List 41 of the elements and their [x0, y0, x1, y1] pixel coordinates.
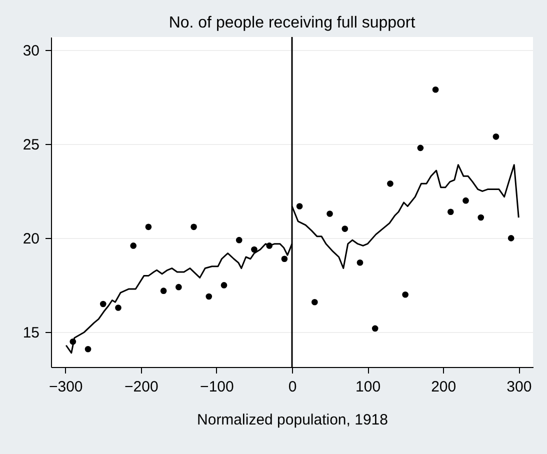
- x-tick-label: −300: [48, 378, 83, 396]
- point: [478, 214, 484, 221]
- point: [372, 325, 378, 332]
- point: [206, 293, 212, 300]
- point: [190, 224, 197, 230]
- x-tick-label: −200: [124, 378, 158, 396]
- y-tick-label: 15: [22, 324, 40, 342]
- point: [508, 235, 514, 242]
- point: [281, 256, 288, 262]
- x-tick-label: 200: [431, 378, 456, 396]
- point: [312, 298, 318, 306]
- point: [492, 134, 500, 140]
- point: [447, 208, 454, 216]
- point: [220, 282, 228, 288]
- x-axis-title: Normalized population, 1918: [197, 412, 388, 428]
- point: [326, 210, 333, 217]
- point: [236, 236, 242, 244]
- y-tick-label: 25: [22, 136, 40, 154]
- point: [100, 300, 106, 308]
- point: [432, 86, 439, 93]
- point: [115, 304, 122, 311]
- y-tick-label: 20: [22, 230, 40, 248]
- point: [402, 291, 408, 298]
- point: [145, 224, 152, 230]
- x-tick-label: 300: [506, 378, 532, 396]
- point: [417, 144, 424, 152]
- point: [130, 242, 137, 249]
- point: [462, 197, 469, 204]
- point: [251, 246, 258, 253]
- x-tick-label: 0: [288, 378, 297, 396]
- point: [160, 288, 167, 294]
- point: [296, 203, 303, 210]
- point: [387, 180, 394, 187]
- chart-title: No. of people receiving full support: [168, 14, 416, 32]
- point: [176, 284, 182, 290]
- x-tick-label: −100: [200, 378, 234, 396]
- x-tick-label: 100: [356, 378, 381, 396]
- point: [356, 259, 364, 266]
- point: [84, 346, 92, 352]
- y-tick-label: 30: [22, 42, 40, 60]
- point: [342, 226, 348, 232]
